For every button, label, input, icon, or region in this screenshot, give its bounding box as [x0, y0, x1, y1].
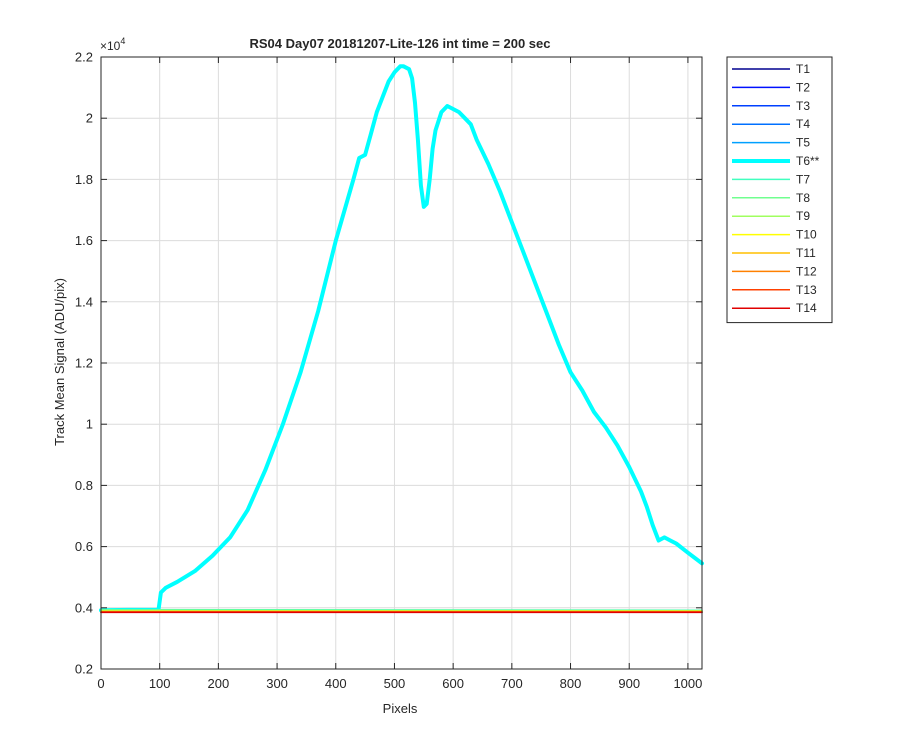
legend-label: T11 — [796, 246, 816, 260]
legend-label: T14 — [796, 301, 817, 315]
legend-label: T5 — [796, 136, 810, 150]
legend-label: T2 — [796, 80, 810, 94]
y-tick-label: 1.4 — [75, 294, 93, 309]
y-tick-label: 1 — [86, 417, 93, 432]
legend-label: T8 — [796, 191, 810, 205]
y-tick-label: 0.4 — [75, 600, 93, 615]
legend-label: T3 — [796, 99, 810, 113]
x-tick-label: 500 — [384, 676, 406, 691]
y-tick-label: 2.2 — [75, 50, 93, 65]
y-exponent-power: 4 — [120, 36, 125, 46]
y-exponent: ×104 — [100, 36, 125, 53]
legend-label: T1 — [796, 62, 810, 76]
x-tick-label: 300 — [266, 676, 288, 691]
x-tick-label: 800 — [560, 676, 582, 691]
y-exponent-base: ×10 — [100, 39, 121, 53]
legend-label: T4 — [796, 117, 810, 131]
x-tick-label: 200 — [208, 676, 230, 691]
x-axis-label: Pixels — [383, 701, 418, 716]
x-tick-label: 900 — [618, 676, 640, 691]
legend-box — [726, 56, 833, 324]
y-tick-label: 1.6 — [75, 233, 93, 248]
tick-labels: 0 100 200 300 400 500 600 700 800 900 1000 0.2 0.4 0.… — [75, 50, 702, 692]
legend-label: T13 — [796, 283, 817, 297]
y-tick-label: 1.8 — [75, 172, 93, 187]
y-tick-label: 1.2 — [75, 356, 93, 371]
y-tick-label: 0.6 — [75, 539, 93, 554]
legend-label: T12 — [796, 264, 817, 278]
legend-label: T9 — [796, 209, 810, 223]
x-tick-label: 1000 — [673, 676, 702, 691]
legend: T1 T2 T3 T4 T5 T6** T7 T8 T9 T10 T11 T12 T13 T14 — [726, 56, 833, 324]
legend-label: T10 — [796, 228, 817, 242]
chart-title: RS04 Day07 20181207-Lite-126 int time = … — [250, 36, 551, 51]
y-tick-label: 0.2 — [75, 662, 93, 677]
plot-lines — [99, 64, 704, 614]
y-tick-label: 0.8 — [75, 478, 93, 493]
x-tick-label: 600 — [442, 676, 464, 691]
series-line-t6 — [99, 64, 704, 613]
legend-label: T7 — [796, 172, 810, 186]
y-tick-label: 2 — [86, 111, 93, 126]
legend-label: T6** — [796, 154, 820, 168]
x-tick-label: 400 — [325, 676, 347, 691]
ticks — [100, 56, 702, 670]
x-tick-label: 700 — [501, 676, 523, 691]
y-axis-label: Track Mean Signal (ADU/pix) — [52, 278, 67, 446]
x-tick-label: 100 — [149, 676, 171, 691]
x-tick-label: 0 — [97, 676, 104, 691]
